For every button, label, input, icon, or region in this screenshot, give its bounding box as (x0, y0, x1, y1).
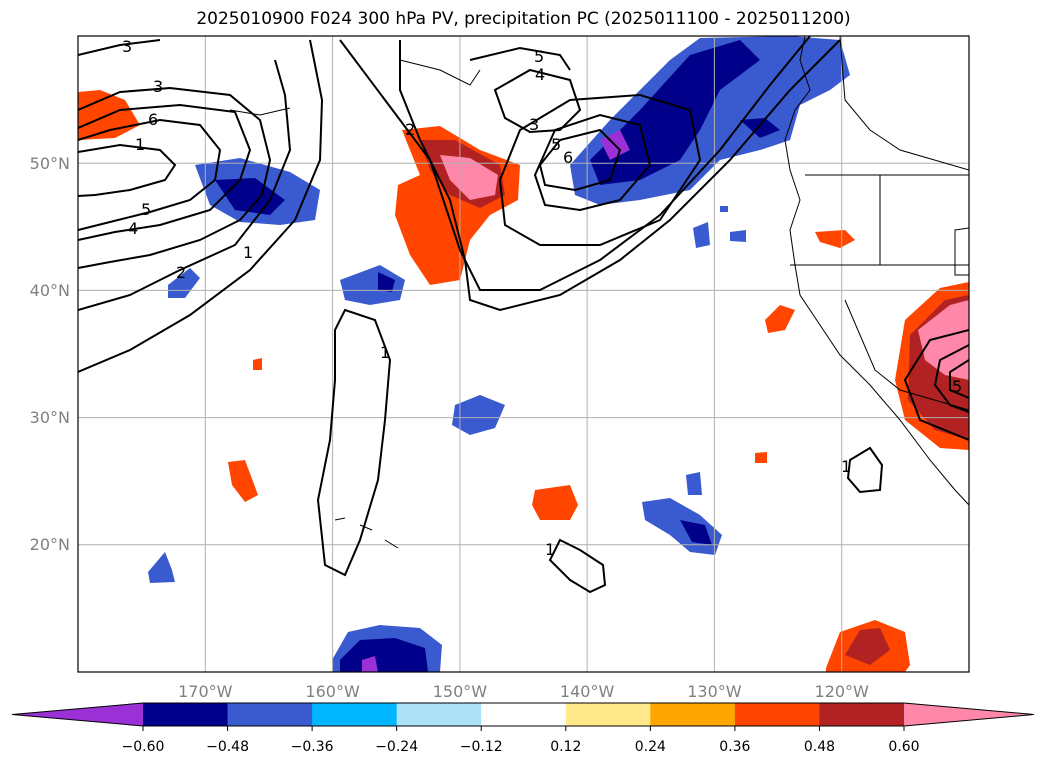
contour-label: 1 (243, 243, 253, 262)
lon-tick-label: 150°W (433, 682, 488, 701)
lon-tick-label: 120°W (815, 682, 870, 701)
contour-label: 5 (141, 200, 151, 219)
colorbar-bin (481, 703, 567, 726)
lon-tick-label: 160°W (305, 682, 360, 701)
map-frame (77, 35, 970, 673)
colorbar-tick-label: −0.60 (122, 739, 165, 755)
lat-tick-label: 40°N (30, 281, 70, 300)
colorbar-bin (143, 703, 229, 726)
colorbar-bin (650, 703, 736, 726)
colorbar-tick-label: 0.60 (888, 739, 919, 755)
colorbar: −0.60 −0.48 −0.36 −0.24 −0.12 0.12 0.24 0.36 0.4… (11, 702, 1035, 755)
precip-shading (78, 36, 969, 672)
lat-axis: 20°N 30°N 40°N 50°N (30, 154, 70, 554)
contour-label: 5 (534, 47, 544, 66)
contour-label: 1 (135, 135, 145, 154)
contour-label: 5 (952, 377, 962, 396)
colorbar-tick-label: −0.24 (375, 739, 418, 755)
contour-label: 1 (545, 540, 555, 559)
colorbar-bin (396, 703, 482, 726)
lon-axis: 170°W 160°W 150°W 140°W 130°W 120°W (178, 682, 869, 701)
contour-label: 1 (380, 343, 390, 362)
colorbar-bin (312, 703, 398, 726)
colorbar-bin (819, 703, 905, 726)
colorbar-extend-max (904, 703, 1034, 726)
colorbar-tick-label: 0.36 (719, 739, 750, 755)
colorbar-tick-label: 0.12 (550, 739, 581, 755)
colorbar-bin (227, 703, 313, 726)
contour-label: 6 (148, 110, 158, 129)
contour-label: 3 (153, 77, 163, 96)
colorbar-extend-min (12, 703, 143, 726)
figure-title: 2025010900 F024 300 hPa PV, precipitatio… (196, 9, 851, 29)
contour-label: 2 (405, 120, 415, 139)
colorbar-tick-label: 0.48 (804, 739, 835, 755)
contour-label: 2 (176, 263, 186, 282)
lon-tick-label: 170°W (178, 682, 233, 701)
lon-tick-label: 130°W (687, 682, 742, 701)
contour-label: 4 (535, 65, 545, 84)
lat-tick-label: 20°N (30, 535, 70, 554)
contour-label: 3 (122, 37, 132, 56)
map-background (78, 36, 969, 672)
contour-label-group: 3 3 6 1 5 4 2 1 5 4 3 5 6 2 1 1 1 5 (122, 37, 962, 559)
contour-label: 5 (551, 135, 561, 154)
colorbar-tick-label: −0.36 (291, 739, 334, 755)
colorbar-tick-label: −0.12 (460, 739, 503, 755)
contour-label: 4 (128, 219, 138, 238)
lat-tick-label: 30°N (30, 408, 70, 427)
lat-tick-label: 50°N (30, 154, 70, 173)
colorbar-tick-label: 0.24 (635, 739, 666, 755)
colorbar-tick-label: −0.48 (206, 739, 249, 755)
pv-contours (78, 36, 969, 594)
colorbar-bin (565, 703, 651, 726)
colorbar-bin (734, 703, 820, 726)
contour-label: 1 (841, 457, 851, 476)
lon-tick-label: 140°W (560, 682, 615, 701)
coastlines (229, 36, 969, 549)
contour-label: 3 (529, 115, 539, 134)
contour-label: 6 (563, 148, 573, 167)
